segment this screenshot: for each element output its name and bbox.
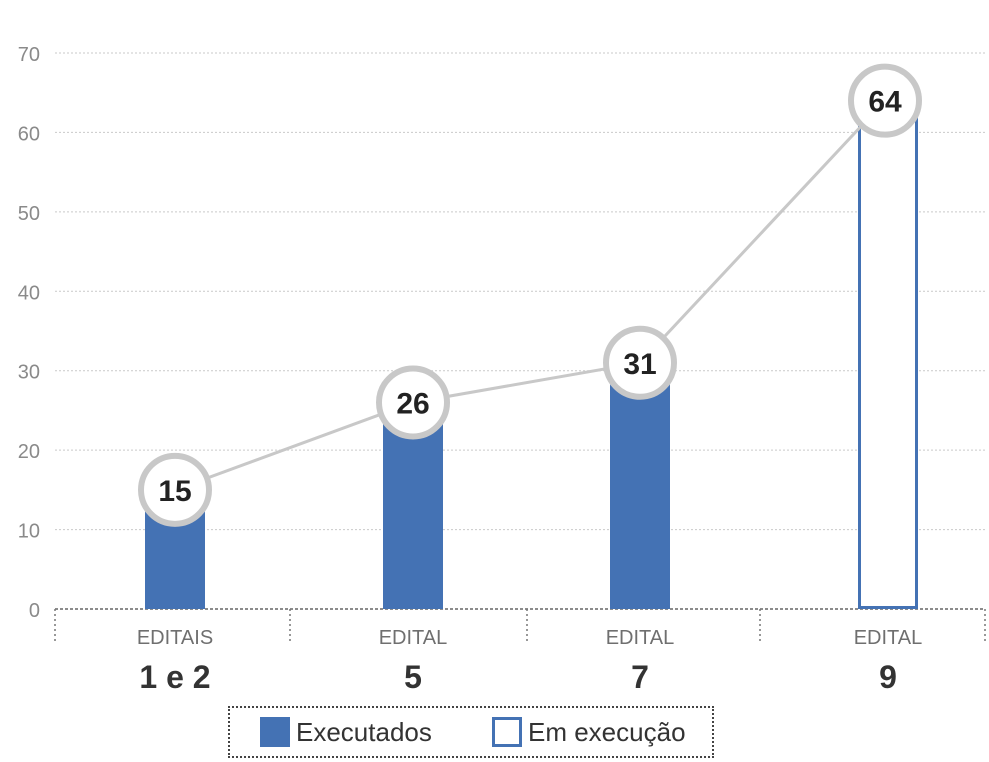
y-tick-label: 40 (18, 282, 40, 304)
y-tick-label: 30 (18, 362, 40, 384)
y-tick-label: 20 (18, 441, 40, 463)
x-tick-label-bottom: 7 (631, 659, 649, 695)
y-tick-label: 70 (18, 44, 40, 66)
y-tick-label: 10 (18, 521, 40, 543)
y-tick-label: 0 (29, 600, 40, 622)
data-label: 64 (868, 86, 902, 119)
legend-swatch-outline (492, 717, 522, 747)
bar-chart: 0 10 20 30 40 50 60 70 EDITAIS 1 e 2 EDITAL 5 EDITAL… (18, 44, 986, 695)
x-tick-label-top: EDITAIS (137, 627, 213, 649)
legend-item-executados: Executados (260, 717, 432, 748)
bar-1 (383, 408, 443, 609)
x-tick-label-bottom: 9 (879, 659, 897, 695)
legend-swatch-filled (260, 717, 290, 747)
bar-2 (610, 366, 670, 609)
value-marker (376, 365, 450, 440)
bar-3 (858, 96, 918, 609)
legend-item-em-execucao: Em execução (492, 717, 686, 748)
x-tick-label-top: EDITAL (606, 627, 675, 649)
y-tick-label: 60 (18, 123, 40, 145)
data-label: 26 (396, 387, 429, 420)
y-tick-label: 50 (18, 203, 40, 225)
value-marker (848, 63, 922, 138)
value-marker (138, 452, 212, 527)
legend: Executados Em execução (228, 706, 714, 758)
data-label: 15 (158, 475, 191, 508)
x-tick-label-top: EDITAL (379, 627, 448, 649)
x-tick-label-top: EDITAL (854, 627, 923, 649)
legend-label: Em execução (528, 716, 686, 747)
x-tick-label-bottom: 1 e 2 (139, 659, 210, 695)
trend-line (174, 99, 887, 492)
data-label: 31 (623, 348, 656, 381)
value-marker (603, 325, 677, 400)
x-tick-label-bottom: 5 (404, 659, 422, 695)
legend-label: Executados (296, 716, 432, 747)
